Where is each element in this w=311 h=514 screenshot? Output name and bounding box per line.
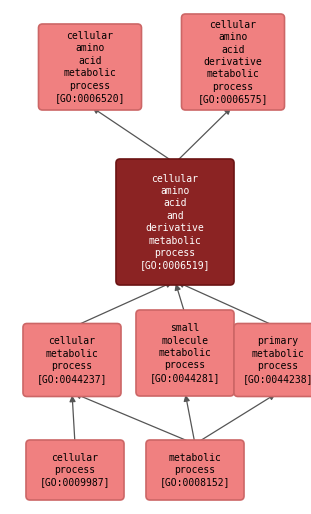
Text: cellular
amino
acid
metabolic
process
[GO:0006520]: cellular amino acid metabolic process [G…	[55, 31, 125, 103]
FancyBboxPatch shape	[23, 323, 121, 396]
Text: cellular
amino
acid
and
derivative
metabolic
process
[GO:0006519]: cellular amino acid and derivative metab…	[140, 174, 210, 270]
FancyBboxPatch shape	[116, 159, 234, 285]
Text: primary
metabolic
process
[GO:0044238]: primary metabolic process [GO:0044238]	[243, 336, 311, 383]
FancyBboxPatch shape	[234, 323, 311, 396]
Text: metabolic
process
[GO:0008152]: metabolic process [GO:0008152]	[160, 453, 230, 487]
FancyBboxPatch shape	[182, 14, 285, 110]
Text: small
molecule
metabolic
process
[GO:0044281]: small molecule metabolic process [GO:004…	[150, 323, 220, 383]
FancyBboxPatch shape	[146, 440, 244, 500]
Text: cellular
metabolic
process
[GO:0044237]: cellular metabolic process [GO:0044237]	[37, 336, 107, 383]
FancyBboxPatch shape	[26, 440, 124, 500]
FancyBboxPatch shape	[136, 310, 234, 396]
Text: cellular
amino
acid
derivative
metabolic
process
[GO:0006575]: cellular amino acid derivative metabolic…	[198, 20, 268, 104]
FancyBboxPatch shape	[39, 24, 142, 110]
Text: cellular
process
[GO:0009987]: cellular process [GO:0009987]	[40, 453, 110, 487]
